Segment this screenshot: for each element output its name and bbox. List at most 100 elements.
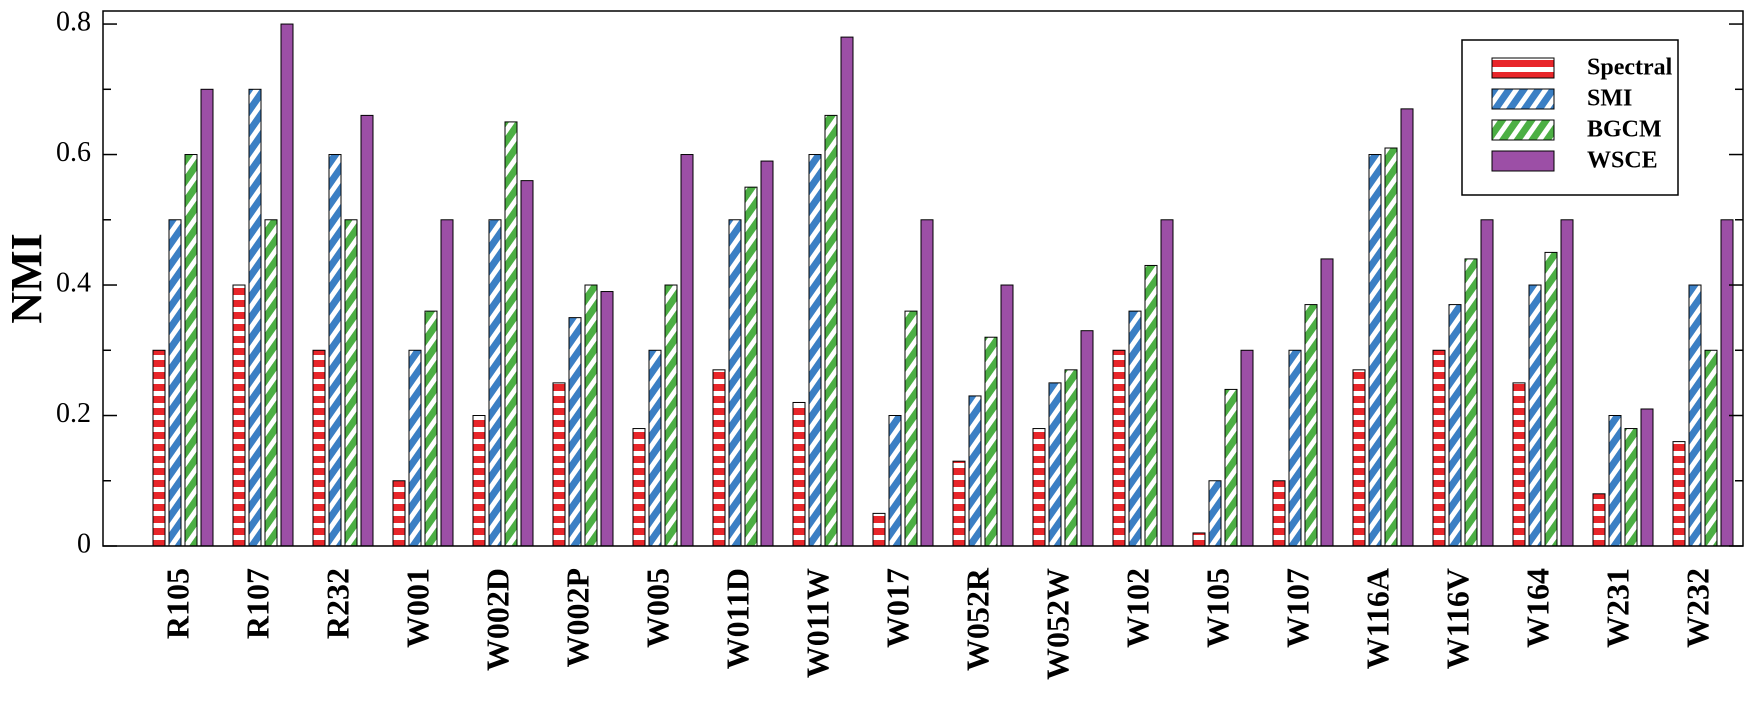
x-tick-label: W052W	[1039, 568, 1075, 680]
bar-wsce-w164	[1560, 219, 1574, 547]
y-tick-label: 0.2	[56, 398, 91, 429]
bar-bgcm-w116a	[1384, 147, 1398, 547]
bar-bgcm-w164	[1544, 251, 1558, 547]
bar-bgcm-w052w	[1064, 369, 1078, 547]
bar-wsce-w011w	[840, 36, 854, 547]
legend-swatch-spectral	[1491, 57, 1555, 79]
bar-spectral-w232	[1672, 441, 1686, 547]
legend: Spectral SMI BGCM WSCE	[1461, 39, 1679, 196]
bar-smi-w052r	[968, 395, 982, 547]
bar-wsce-w116v	[1480, 219, 1494, 547]
bar-wsce-r105	[200, 88, 214, 547]
legend-swatch-bgcm	[1491, 119, 1555, 141]
bar-bgcm-r105	[184, 154, 198, 547]
bar-smi-w164	[1528, 284, 1542, 547]
x-tick-label: W116A	[1359, 568, 1395, 669]
y-tick-label: 0.4	[56, 267, 91, 298]
bar-smi-w017	[888, 415, 902, 547]
x-tick-label: W231	[1599, 568, 1635, 648]
bar-spectral-w011w	[792, 401, 806, 547]
bar-spectral-w001	[392, 480, 406, 547]
bar-wsce-w052w	[1080, 330, 1094, 547]
bar-bgcm-w005	[664, 284, 678, 547]
bar-spectral-w102	[1112, 349, 1126, 547]
bar-bgcm-r107	[264, 219, 278, 547]
bar-wsce-w105	[1240, 349, 1254, 547]
bar-bgcm-w231	[1624, 428, 1638, 547]
bar-wsce-r232	[360, 114, 374, 547]
legend-swatch-smi	[1491, 88, 1555, 110]
legend-label-bgcm: BGCM	[1587, 117, 1662, 143]
bar-smi-r107	[248, 88, 262, 547]
bar-smi-r232	[328, 154, 342, 547]
bar-spectral-w011d	[712, 369, 726, 547]
x-tick-label: W102	[1119, 568, 1155, 648]
bar-bgcm-w001	[424, 310, 438, 547]
x-tick-label: R107	[239, 568, 275, 639]
bar-spectral-w005	[632, 428, 646, 547]
bar-bgcm-w052r	[984, 336, 998, 547]
bar-spectral-r107	[232, 284, 246, 547]
bar-smi-w102	[1128, 310, 1142, 547]
bar-smi-w011w	[808, 154, 822, 547]
bar-spectral-r105	[152, 349, 166, 547]
legend-label-smi: SMI	[1587, 86, 1632, 112]
bar-spectral-w052r	[952, 460, 966, 547]
axes-group: R105 R107 R232 W001 W002D W002P W005 W011D W011W…	[2, 6, 1744, 680]
bar-wsce-w002d	[520, 180, 534, 547]
bar-wsce-w052r	[1000, 284, 1014, 547]
x-tick-label: W002P	[559, 568, 595, 668]
bar-bgcm-w116v	[1464, 258, 1478, 547]
legend-label-spectral: Spectral	[1587, 55, 1673, 81]
bar-wsce-w232	[1720, 219, 1734, 547]
bar-spectral-w017	[872, 512, 886, 547]
bar-wsce-w002p	[600, 291, 614, 547]
plot-frame	[102, 10, 1744, 547]
y-tick-label: 0.6	[56, 137, 91, 168]
bar-smi-w116v	[1448, 304, 1462, 547]
bar-smi-w002p	[568, 317, 582, 547]
bar-smi-w052w	[1048, 382, 1062, 547]
bar-smi-w005	[648, 349, 662, 547]
bar-wsce-w116a	[1400, 108, 1414, 547]
bar-spectral-w107	[1272, 480, 1286, 547]
bar-smi-w105	[1208, 480, 1222, 547]
bar-wsce-w102	[1160, 219, 1174, 547]
bar-spectral-w231	[1592, 493, 1606, 547]
bar-bgcm-w017	[904, 310, 918, 547]
y-tick-label: 0	[77, 528, 91, 559]
bar-bgcm-w232	[1704, 349, 1718, 547]
bar-bgcm-w002d	[504, 121, 518, 547]
bar-smi-w107	[1288, 349, 1302, 547]
y-axis-title: NMI	[2, 233, 51, 323]
bar-bgcm-w105	[1224, 388, 1238, 547]
bar-spectral-w116a	[1352, 369, 1366, 547]
bar-smi-w116a	[1368, 154, 1382, 547]
bar-smi-w001	[408, 349, 422, 547]
bar-spectral-w052w	[1032, 428, 1046, 547]
bar-wsce-w011d	[760, 160, 774, 547]
legend-swatch-wsce	[1491, 150, 1555, 172]
bar-wsce-w017	[920, 219, 934, 547]
bar-bgcm-r232	[344, 219, 358, 547]
bar-wsce-w231	[1640, 408, 1654, 547]
x-tick-label: W232	[1679, 568, 1715, 648]
bar-spectral-w002p	[552, 382, 566, 547]
bar-spectral-r232	[312, 349, 326, 547]
x-tick-label: W002D	[479, 568, 515, 671]
bar-smi-w231	[1608, 415, 1622, 547]
x-tick-label: W005	[639, 568, 675, 648]
bar-bgcm-w102	[1144, 264, 1158, 547]
x-tick-label: W107	[1279, 568, 1315, 648]
bar-spectral-w105	[1192, 532, 1206, 547]
bar-wsce-r107	[280, 23, 294, 547]
x-tick-label: W164	[1519, 568, 1555, 648]
bar-smi-w232	[1688, 284, 1702, 547]
bar-bgcm-w011d	[744, 186, 758, 547]
bar-smi-w002d	[488, 219, 502, 547]
legend-label-wsce: WSCE	[1587, 148, 1658, 174]
bar-spectral-w002d	[472, 415, 486, 547]
bar-spectral-w116v	[1432, 349, 1446, 547]
x-tick-label: W116V	[1439, 568, 1475, 669]
